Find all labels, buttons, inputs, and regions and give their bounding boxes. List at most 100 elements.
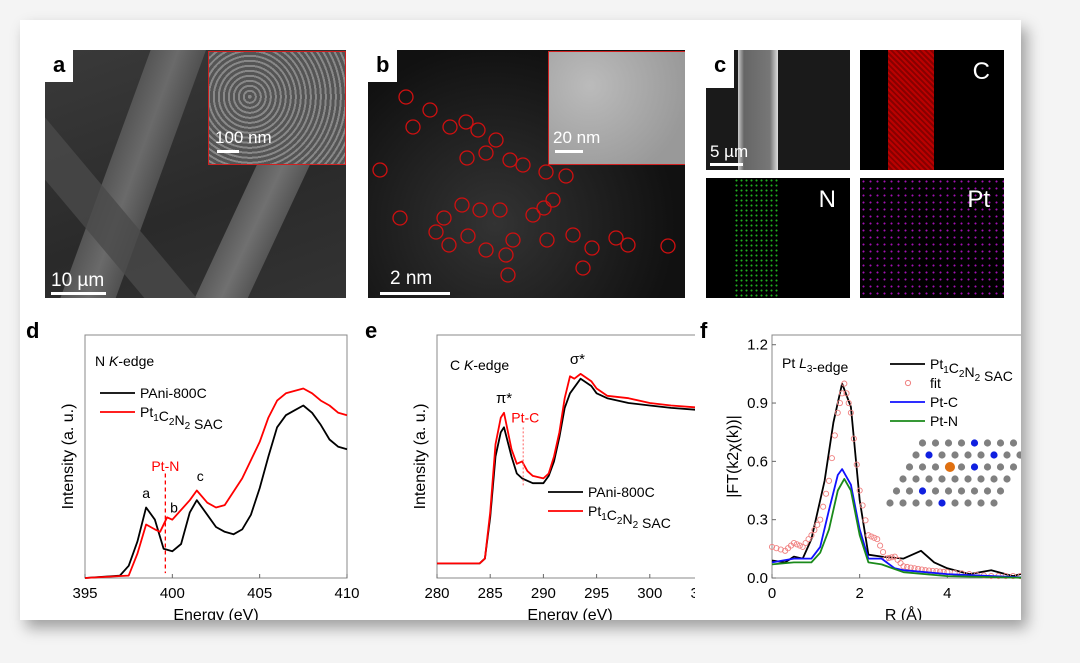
fit-point (839, 390, 846, 397)
carbon-atom (899, 499, 907, 507)
fit-point (811, 526, 818, 534)
carbon-atom (951, 499, 959, 507)
fit-point (862, 517, 869, 524)
series-line-pt-n (771, 478, 1021, 579)
sem-image-a: 100 nm 10 µm (45, 50, 346, 298)
carbon-atom (957, 439, 966, 447)
fit-point (900, 563, 907, 570)
carbon-atom (931, 463, 940, 471)
fit-point (817, 516, 824, 523)
x-tick-label: 305 (690, 585, 695, 602)
element-band (860, 178, 1004, 298)
series-line-pani-800c (437, 377, 695, 565)
fit-point (831, 432, 838, 439)
y-axis-label: Intensity (a. u.) (412, 404, 429, 510)
carbon-atom (990, 475, 998, 483)
carbon-atom (912, 475, 920, 483)
annotation-label: a (142, 485, 150, 501)
panel-label-c: c (706, 50, 735, 88)
atom-marker-circle (525, 207, 541, 223)
carbon-atom (964, 499, 972, 507)
atom-marker-circle (608, 230, 624, 246)
carbon-atom (938, 475, 946, 483)
atom-marker-circle (545, 192, 561, 208)
x-tick-label: 395 (72, 585, 97, 602)
fit-point (843, 390, 850, 397)
carbon-atom (957, 463, 966, 471)
atom-marker-circle (536, 200, 552, 216)
legend-label: PAni-800C (588, 484, 655, 500)
fit-point (793, 541, 800, 548)
fit-point (834, 409, 841, 416)
plot-frame (771, 334, 1021, 579)
legend-label: Pt1C2N2 SAC (140, 404, 223, 432)
atom-marker-circle (454, 197, 470, 213)
x-tick-label: 2 (855, 585, 863, 602)
fit-point (845, 399, 852, 407)
atom-marker-circle (502, 152, 518, 168)
scale-bar (51, 292, 106, 295)
carbon-atom (944, 487, 953, 495)
series-line-pt1c2n2-sac (84, 387, 348, 579)
plot-frame (84, 334, 348, 579)
carbon-atom (964, 451, 972, 459)
carbon-atom (912, 451, 920, 459)
scale-label: 5 µm (710, 142, 749, 161)
carbon-atom (944, 439, 953, 447)
inset-image-a (208, 51, 346, 165)
atom-marker-circle (398, 89, 414, 105)
fit-point (859, 502, 866, 509)
atom-marker-circle (436, 210, 452, 226)
fit-point (799, 543, 806, 550)
panel-label-e: e (365, 318, 378, 343)
atom-marker-circle (460, 228, 476, 244)
x-axis-label: Energy (eV) (173, 607, 258, 620)
carbon-atom (983, 463, 992, 471)
carbon-atom (892, 487, 901, 495)
carbon-atom (925, 475, 933, 483)
fit-point (773, 545, 780, 552)
atom-marker-circle (539, 232, 555, 248)
chart-title: N K-edge (95, 353, 154, 369)
annotation-label: σ* (570, 351, 585, 368)
element-label-n: N (818, 186, 836, 213)
plot-frame (436, 334, 695, 579)
carbon-atom (983, 439, 992, 447)
panel-label-a: a (45, 50, 74, 82)
atom-marker-circle (422, 102, 438, 118)
scale-label: 2 nm (390, 268, 433, 289)
carbon-atom (1016, 451, 1021, 459)
carbon-atom (1009, 463, 1018, 471)
nitrogen-atom (970, 439, 979, 447)
legend-swatch (904, 379, 912, 387)
y-tick-label: 0.3 (747, 512, 768, 529)
element-band (888, 50, 934, 170)
atom-marker-circle (441, 237, 457, 253)
carbon-atom (1003, 475, 1011, 483)
x-tick-label: 410 (334, 585, 359, 602)
y-tick-label: 1.2 (747, 337, 768, 354)
panel-label-d: d (26, 318, 40, 343)
fit-point (868, 533, 875, 540)
carbon-atom (957, 487, 966, 495)
atom-marker-circle (575, 260, 591, 276)
inset-scale-bar (217, 150, 239, 153)
haadf-image-b: 20 nm 2 nm (368, 50, 685, 298)
fit-point (820, 503, 827, 510)
figure-card: 100 nm 10 µm a 20 nm 2 nm b 5 µm c C N P… (20, 20, 1021, 620)
atom-marker-circle (442, 119, 458, 135)
carbon-atom (970, 487, 979, 495)
eds-map-n: N (706, 178, 850, 298)
fit-point (802, 539, 809, 547)
panel-label-f: f (700, 318, 708, 343)
x-tick-label: 4 (943, 585, 951, 602)
scale-bar (710, 163, 743, 166)
y-tick-label: 0.9 (747, 395, 768, 412)
chart-title: C K-edge (450, 357, 509, 373)
fit-point (836, 399, 843, 407)
y-tick-label: 0.0 (747, 570, 768, 587)
carbon-atom (977, 499, 985, 507)
y-axis-label: Intensity (a. u.) (60, 404, 77, 510)
atom-marker-circle (458, 114, 474, 130)
atom-marker-circle (558, 168, 574, 184)
